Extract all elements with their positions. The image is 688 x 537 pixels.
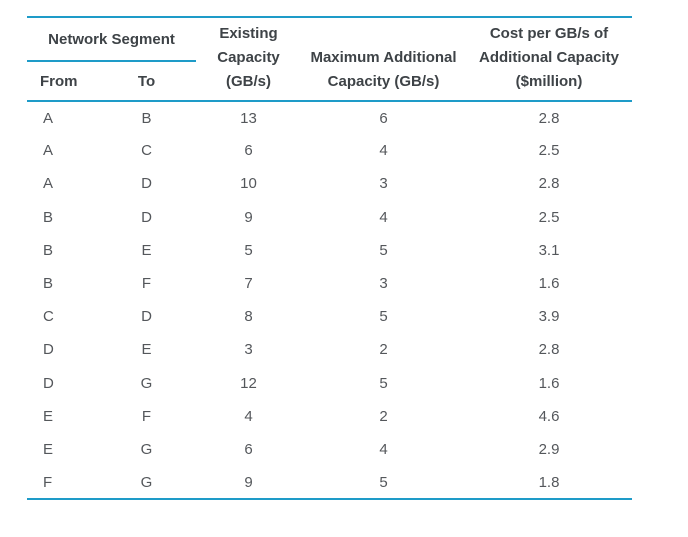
header-cost-per-gbs: Cost per GB/s of Additional Capacity ($m… <box>466 17 633 102</box>
cell-existing-capacity: 4 <box>244 407 253 425</box>
cell-max-additional-capacity: 5 <box>379 241 388 259</box>
cell-from: D <box>43 341 54 359</box>
table-row: D G 12 5 1.6 <box>27 367 632 400</box>
cell-existing-capacity: 12 <box>240 374 257 392</box>
cell-to: G <box>140 440 153 458</box>
cell-max-additional-capacity: 2 <box>379 341 388 359</box>
table-row: B E 5 5 3.1 <box>27 234 632 267</box>
cell-to: G <box>140 473 153 491</box>
cell-to: D <box>141 308 152 326</box>
cell-to: G <box>140 374 153 392</box>
cell-existing-capacity: 8 <box>244 308 253 326</box>
cell-cost-per-gbs: 2.5 <box>538 208 560 226</box>
header-row-group: Network Segment Existing Capacity (GB/s)… <box>27 17 633 102</box>
table-row: A D 10 3 2.8 <box>27 167 632 200</box>
cell-max-additional-capacity: 4 <box>379 208 388 226</box>
cell-from: E <box>43 407 54 425</box>
cell-from: F <box>43 473 53 491</box>
cell-to: D <box>141 175 152 193</box>
cell-max-additional-capacity: 4 <box>379 440 388 458</box>
cell-to: E <box>141 241 152 259</box>
cell-existing-capacity: 6 <box>244 142 253 160</box>
cell-to: B <box>141 109 152 127</box>
table-row: E G 6 4 2.9 <box>27 433 632 466</box>
cell-existing-capacity: 7 <box>244 275 253 293</box>
cell-from: A <box>43 142 54 160</box>
header-row-sub: From To <box>27 61 632 102</box>
cell-max-additional-capacity: 5 <box>379 374 388 392</box>
cell-from: B <box>43 208 54 226</box>
cell-cost-per-gbs: 1.6 <box>538 374 560 392</box>
cell-from: A <box>43 109 54 127</box>
table-row: B D 9 4 2.5 <box>27 201 632 234</box>
table-row: A B 13 6 2.8 <box>27 101 632 134</box>
cell-max-additional-capacity: 5 <box>379 473 388 491</box>
header-network-segment: Network Segment <box>27 17 197 62</box>
cell-cost-per-gbs: 3.9 <box>538 308 560 326</box>
cell-cost-per-gbs: 1.8 <box>538 473 560 491</box>
table-row: C D 8 5 3.9 <box>27 300 632 333</box>
cell-existing-capacity: 6 <box>244 440 253 458</box>
cell-to: F <box>141 275 152 293</box>
page: { "page": { "background": "#ffffff" }, "… <box>0 16 688 537</box>
cell-to: C <box>141 142 152 160</box>
cell-to: D <box>141 208 152 226</box>
cell-from: A <box>43 175 54 193</box>
table-row: E F 4 2 4.6 <box>27 400 632 433</box>
cell-to: F <box>141 407 152 425</box>
header-maximum-additional-capacity: Maximum Additional Capacity (GB/s) <box>301 17 467 102</box>
cell-existing-capacity: 9 <box>244 208 253 226</box>
table-header: Network Segment Existing Capacity (GB/s)… <box>27 17 633 102</box>
table-row: D E 3 2 2.8 <box>27 333 632 366</box>
cell-cost-per-gbs: 2.8 <box>538 175 560 193</box>
cell-existing-capacity: 10 <box>240 175 257 193</box>
cell-existing-capacity: 3 <box>244 341 253 359</box>
cell-cost-per-gbs: 1.6 <box>538 275 560 293</box>
table-row: F G 9 5 1.8 <box>27 466 632 499</box>
cell-existing-capacity: 13 <box>240 109 257 127</box>
cell-max-additional-capacity: 4 <box>379 142 388 160</box>
cell-max-additional-capacity: 2 <box>379 407 388 425</box>
cell-from: D <box>43 374 54 392</box>
cell-max-additional-capacity: 3 <box>379 175 388 193</box>
cell-from: C <box>43 308 54 326</box>
header-to: To <box>97 61 197 102</box>
cell-to: E <box>141 341 152 359</box>
cell-cost-per-gbs: 2.5 <box>538 142 560 160</box>
cell-cost-per-gbs: 2.8 <box>538 341 560 359</box>
cell-max-additional-capacity: 3 <box>379 275 388 293</box>
cell-from: B <box>43 275 54 293</box>
table-row: B F 7 3 1.6 <box>27 267 632 300</box>
cell-cost-per-gbs: 4.6 <box>538 407 560 425</box>
cell-max-additional-capacity: 5 <box>379 308 388 326</box>
header-from: From <box>27 61 97 102</box>
cell-max-additional-capacity: 6 <box>379 109 388 127</box>
cell-cost-per-gbs: 2.8 <box>538 109 560 127</box>
cell-cost-per-gbs: 2.9 <box>538 440 560 458</box>
cell-cost-per-gbs: 3.1 <box>538 241 560 259</box>
capacity-table: Network Segment Existing Capacity (GB/s)… <box>27 16 633 501</box>
header-existing-capacity: Existing Capacity (GB/s) <box>196 17 302 102</box>
cell-existing-capacity: 9 <box>244 473 253 491</box>
table-row: A C 6 4 2.5 <box>27 134 632 167</box>
table-body: A B 13 6 2.8 A C 6 4 2.5 A D 10 3 2.8 B D 9 4 2.5 B E 5 5 3.1 B F 7… <box>27 101 632 499</box>
cell-from: B <box>43 241 54 259</box>
cell-existing-capacity: 5 <box>244 241 253 259</box>
cell-from: E <box>43 440 54 458</box>
